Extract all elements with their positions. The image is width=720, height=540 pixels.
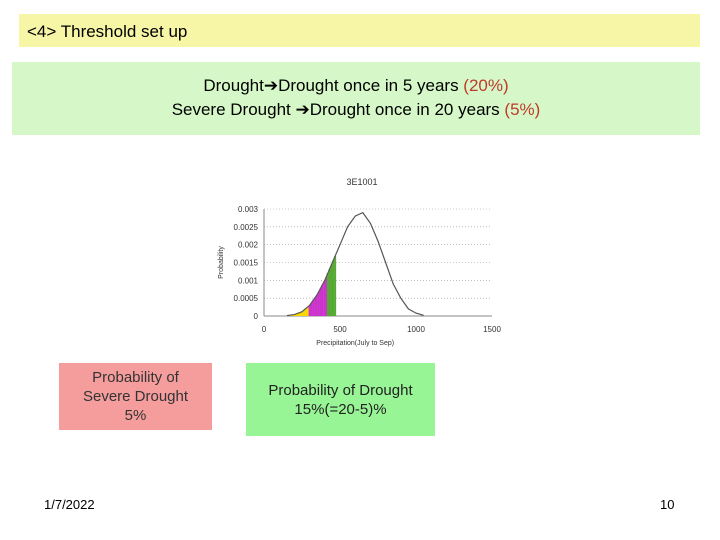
slide-title: <4> Threshold set up xyxy=(27,22,188,41)
footer-date: 1/7/2022 xyxy=(44,497,95,512)
probability-chart: 3E1001 0 0.0005 0.001 0.0015 0.002 0.0025 0.003… xyxy=(218,177,501,347)
y-axis-label: Probability xyxy=(218,246,225,279)
threshold-definitions: Drought➔Drought once in 5 years (20%) Se… xyxy=(12,62,700,135)
y-tick-label: 0.003 xyxy=(238,205,259,214)
severe-drought-callout: Probability of Severe Drought 5% xyxy=(59,363,212,430)
drought-callout-line: Probability of Drought xyxy=(268,382,413,399)
drought-callout: Probability of Drought 15%(=20-5)% xyxy=(246,363,435,436)
drought-callout-text: Probability of Drought 15%(=20-5)% xyxy=(246,363,435,419)
y-tick-label: 0.002 xyxy=(238,241,259,250)
y-tick-label: 0.0025 xyxy=(234,223,259,232)
probability-curve xyxy=(286,211,424,317)
x-axis-label: Precipitation(July to Sep) xyxy=(316,340,394,347)
severe-callout-line: Severe Drought xyxy=(82,388,189,405)
def-severe-desc: Drought once in 20 years xyxy=(309,100,505,119)
definition-severe-drought: Severe Drought ➔Drought once in 20 years… xyxy=(12,100,700,120)
arrow-right-icon: ➔ xyxy=(295,100,310,119)
y-tick-label: 0 xyxy=(254,312,259,321)
severe-callout-text: Probability of Severe Drought 5% xyxy=(59,363,212,425)
y-tick-label: 0.0015 xyxy=(234,259,259,268)
y-tick-label: 0.001 xyxy=(238,276,259,285)
definition-drought: Drought➔Drought once in 5 years (20%) xyxy=(12,76,700,96)
def-severe-percent: (5%) xyxy=(504,100,541,119)
x-tick-label: 500 xyxy=(333,325,347,334)
def-severe-term: Severe Drought xyxy=(171,100,296,119)
drought-callout-line: 15%(=20-5)% xyxy=(294,401,387,418)
chart-title: 3E1001 xyxy=(346,177,377,187)
arrow-right-icon: ➔ xyxy=(263,76,279,95)
severe-callout-line: Probability of xyxy=(92,369,179,386)
x-tick-label: 1500 xyxy=(483,325,501,334)
y-tick-label: 0.0005 xyxy=(234,294,259,303)
slide-title-bar: <4> Threshold set up xyxy=(19,14,700,47)
page-number: 10 xyxy=(660,497,675,512)
def-drought-term: Drought xyxy=(203,76,264,95)
severe-callout-line: 5% xyxy=(124,407,147,424)
x-tick-label: 1000 xyxy=(407,325,425,334)
def-drought-percent: (20%) xyxy=(463,76,509,95)
def-drought-desc: Drought once in 5 years xyxy=(278,76,464,95)
x-tick-label: 0 xyxy=(262,325,267,334)
